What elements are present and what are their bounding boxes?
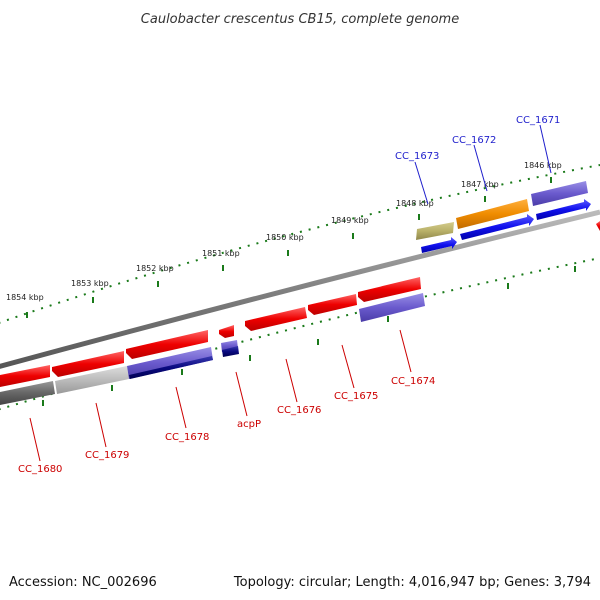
gene-arrow[interactable] bbox=[52, 351, 124, 377]
gene-block[interactable] bbox=[456, 199, 529, 229]
tick-label: 1849 kbp bbox=[331, 216, 369, 225]
gene-arrow[interactable] bbox=[245, 307, 307, 331]
gene-label-cc-1671[interactable]: CC_1671 bbox=[516, 115, 560, 126]
gene-arrow[interactable] bbox=[421, 237, 457, 253]
outer-major-ticks bbox=[26, 177, 552, 318]
genome-backbone bbox=[0, 209, 600, 369]
gene-label-acpp[interactable]: acpP bbox=[237, 419, 261, 430]
tick-label: 1853 kbp bbox=[71, 279, 109, 288]
gene-arrow[interactable] bbox=[358, 277, 421, 302]
tick-label: 1848 kbp bbox=[396, 199, 434, 208]
forward-label-leaders bbox=[414, 124, 552, 205]
forward-cds-row bbox=[421, 199, 600, 253]
gene-label-cc-1680[interactable]: CC_1680 bbox=[18, 464, 62, 475]
gene-block[interactable] bbox=[55, 366, 129, 394]
forward-cog-row bbox=[416, 181, 588, 240]
tick-label: 1846 kbp bbox=[524, 161, 562, 170]
outer-tick-ruler bbox=[0, 164, 600, 324]
reverse-cog-row bbox=[0, 293, 425, 405]
gene-arrow[interactable] bbox=[0, 365, 50, 387]
gene-label-cc-1675[interactable]: CC_1675 bbox=[334, 391, 378, 402]
forward-gene-labels: CC_1673 CC_1672 CC_1671 bbox=[395, 115, 560, 162]
tick-label: 1850 kbp bbox=[266, 233, 304, 242]
gene-arrow[interactable] bbox=[536, 199, 591, 220]
gene-label-cc-1679[interactable]: CC_1679 bbox=[85, 450, 129, 461]
gene-block[interactable] bbox=[0, 381, 55, 405]
reverse-gene-labels: CC_1680 CC_1679 CC_1678 acpP CC_1676 CC_… bbox=[18, 376, 435, 475]
reverse-label-leaders bbox=[29, 329, 412, 462]
gene-label-cc-1676[interactable]: CC_1676 bbox=[277, 405, 321, 416]
map-title: Caulobacter crescentus CB15, complete ge… bbox=[141, 12, 459, 27]
gene-block[interactable] bbox=[531, 181, 588, 206]
gene-arrow[interactable] bbox=[308, 294, 357, 315]
gene-arrow[interactable] bbox=[219, 325, 234, 338]
tick-label: 1854 kbp bbox=[6, 293, 44, 302]
gene-label-cc-1673[interactable]: CC_1673 bbox=[395, 151, 439, 162]
gene-arrow[interactable] bbox=[126, 330, 208, 359]
gene-label-cc-1678[interactable]: CC_1678 bbox=[165, 432, 209, 443]
gene-label-cc-1674[interactable]: CC_1674 bbox=[391, 376, 435, 387]
inner-major-ticks bbox=[42, 266, 576, 406]
accession-text: Accession: NC_002696 bbox=[9, 575, 157, 590]
gene-block[interactable] bbox=[416, 222, 454, 240]
tick-label: 1852 kbp bbox=[136, 264, 174, 273]
tick-labels: 1854 kbp 1853 kbp 1852 kbp 1851 kbp 1850… bbox=[6, 161, 562, 302]
gene-block[interactable] bbox=[359, 293, 425, 322]
tick-label: 1847 kbp bbox=[461, 180, 499, 189]
tick-label: 1851 kbp bbox=[202, 249, 240, 258]
gene-arrow[interactable] bbox=[596, 221, 600, 231]
gene-block[interactable] bbox=[129, 356, 213, 379]
gene-arrow[interactable] bbox=[460, 214, 534, 240]
gene-label-cc-1672[interactable]: CC_1672 bbox=[452, 135, 496, 146]
reverse-cds-row bbox=[0, 277, 421, 387]
gene-block[interactable] bbox=[222, 346, 239, 357]
genome-summary-text: Topology: circular; Length: 4,016,947 bp… bbox=[233, 575, 591, 590]
